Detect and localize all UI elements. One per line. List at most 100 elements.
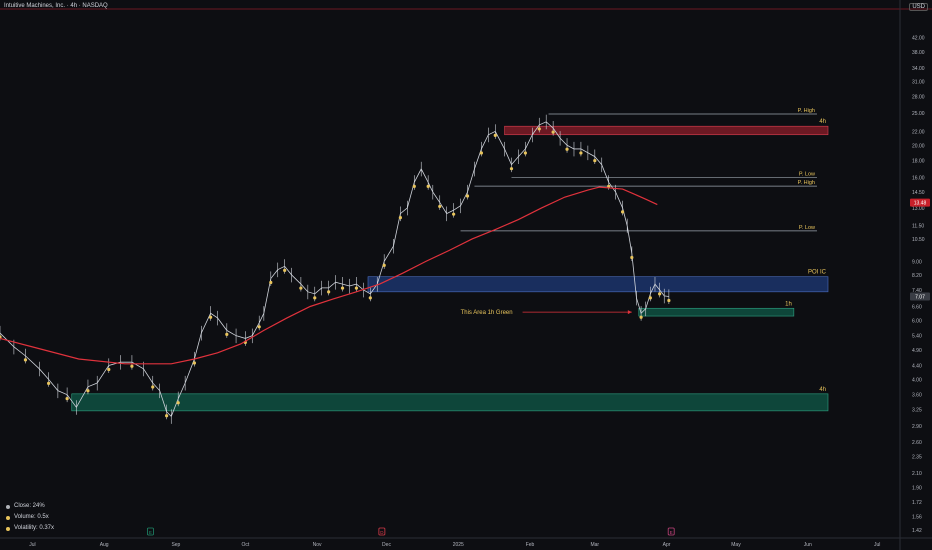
- zone-green: [71, 393, 829, 412]
- signal-dot: [493, 133, 497, 137]
- signal-dot: [639, 315, 643, 319]
- y-tick-label: 38.00: [912, 50, 925, 56]
- signal-dot: [176, 401, 180, 405]
- x-tick-label: Nov: [313, 542, 322, 548]
- y-tick-label: 31.00: [912, 80, 925, 86]
- signal-dot: [537, 127, 541, 131]
- signal-dot: [658, 292, 662, 296]
- x-tick-label: Dec: [382, 542, 391, 548]
- y-tick-label: 42.00: [912, 35, 925, 41]
- signal-dot: [607, 184, 611, 188]
- signal-dot: [257, 325, 261, 329]
- signal-dot: [47, 381, 51, 385]
- signal-dot: [630, 255, 634, 260]
- signal-dot: [452, 212, 456, 216]
- event-marker: [378, 527, 386, 536]
- x-tick-label: Mar: [590, 542, 599, 548]
- x-tick-label: Aug: [100, 542, 109, 548]
- y-tick-label: 3.60: [912, 393, 922, 399]
- y-tick-label: 16.00: [912, 176, 925, 182]
- zone-red: [504, 125, 829, 136]
- signal-dot: [648, 296, 652, 300]
- currency-badge[interactable]: USD: [909, 3, 928, 11]
- legend-label: Volatility: 0.37x: [14, 525, 55, 531]
- signal-dot: [192, 361, 197, 365]
- signal-dot: [620, 210, 625, 214]
- y-tick-label: 5.40: [912, 334, 922, 340]
- x-tick-label: Sep: [171, 542, 180, 548]
- level-label: P. Low: [799, 172, 815, 178]
- event-marker-label: E: [149, 530, 152, 535]
- signal-dot: [426, 184, 430, 188]
- signal-dot: [340, 286, 345, 290]
- legend-dot: [6, 515, 10, 520]
- event-marker: [667, 527, 675, 536]
- zone-blue: [367, 276, 829, 293]
- signal-dot: [225, 332, 229, 336]
- signal-dot: [165, 414, 169, 418]
- signal-dot: [398, 216, 402, 220]
- zone-label: POI IC: [808, 270, 827, 276]
- zone-green: [638, 307, 795, 317]
- x-tick-label: 2025: [453, 542, 464, 548]
- level-label: P. Low: [799, 225, 815, 231]
- zone-label: 1h: [785, 301, 792, 307]
- y-tick-label: 4.00: [912, 377, 922, 383]
- y-tick-label: 7.40: [912, 288, 922, 294]
- y-tick-label: 18.00: [912, 159, 925, 165]
- y-tick-label: 11.50: [912, 224, 924, 230]
- y-tick-label: 28.00: [912, 94, 925, 100]
- last-price-tag: [910, 292, 930, 301]
- signal-dot: [65, 397, 69, 401]
- y-tick-label: 13.00: [912, 206, 925, 212]
- legend-item: Volatility: 0.37x: [6, 523, 54, 534]
- chart-title: Intuitive Machines, Inc. · 4h · NASDAQ: [4, 3, 108, 9]
- legend-item: Volume: 0.5x: [6, 512, 54, 523]
- y-tick-label: 2.60: [912, 440, 922, 446]
- signal-dot: [86, 389, 90, 393]
- signal-dot: [382, 263, 386, 267]
- y-tick-label: 6.60: [912, 304, 922, 310]
- signal-dot: [438, 204, 442, 209]
- legend-label: Volume: 0.5x: [14, 514, 49, 520]
- signal-dot: [130, 364, 134, 368]
- signal-dot: [667, 298, 671, 303]
- signal-dot: [327, 290, 331, 294]
- signal-dot: [368, 296, 372, 300]
- legend-item: Close: 24%: [6, 501, 54, 512]
- annotation-text: This Area 1h Green: [461, 310, 513, 316]
- ma-price-text: 13.48: [914, 201, 927, 207]
- signal-dot: [479, 151, 484, 155]
- y-tick-label: 1.56: [912, 514, 922, 520]
- annotation-arrowhead: [627, 310, 632, 315]
- signal-dot: [579, 151, 583, 155]
- x-tick-label: Jul: [874, 542, 880, 548]
- signal-dot: [412, 184, 416, 188]
- signal-dot: [523, 151, 527, 155]
- legend-dot: [6, 526, 10, 531]
- y-tick-label: 14.50: [912, 190, 925, 196]
- signal-dot: [313, 296, 317, 300]
- y-tick-label: 1.90: [912, 486, 922, 492]
- x-tick-label: Jun: [804, 542, 812, 548]
- signal-dot: [565, 147, 569, 151]
- signal-dot: [269, 280, 273, 285]
- event-marker-label: D: [380, 530, 384, 535]
- ma-price-tag: [910, 198, 930, 207]
- y-tick-label: 4.90: [912, 348, 922, 354]
- y-tick-label: 4.40: [912, 363, 922, 369]
- signal-dot: [299, 286, 303, 290]
- y-tick-label: 3.25: [912, 408, 922, 414]
- x-tick-label: Jul: [29, 542, 35, 548]
- y-tick-label: 6.00: [912, 318, 922, 324]
- y-tick-label: 8.20: [912, 273, 922, 279]
- y-tick-label: 1.72: [912, 500, 922, 506]
- y-tick-label: 1.42: [912, 528, 922, 534]
- y-tick-label: 25.00: [912, 111, 925, 117]
- level-label: P. High: [798, 180, 815, 186]
- signal-dot: [283, 268, 287, 272]
- y-tick-label: 10.50: [912, 237, 925, 243]
- signal-dot: [551, 130, 555, 134]
